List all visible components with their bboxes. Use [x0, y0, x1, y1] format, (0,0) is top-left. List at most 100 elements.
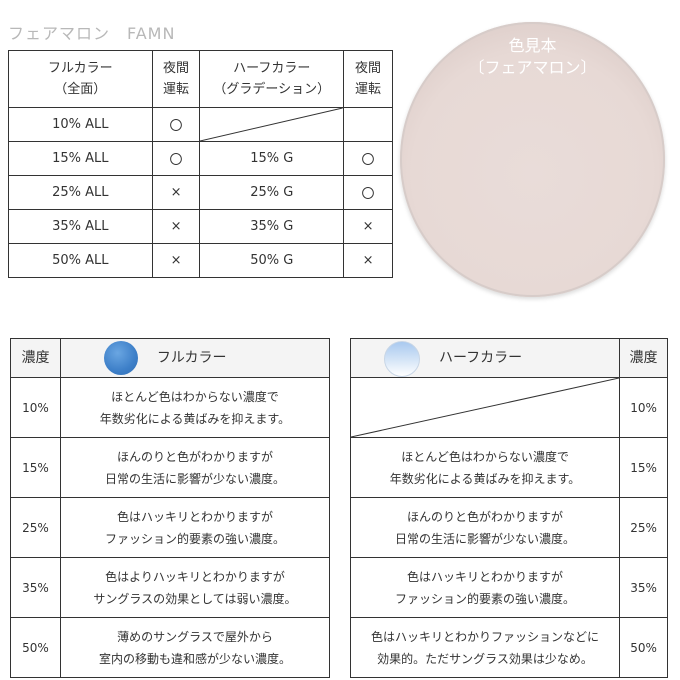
table-header-row: 濃度 フルカラー [10, 338, 331, 378]
header-sublabel: 運転 [355, 82, 382, 97]
description-line: サングラスの効果としては弱い濃度。 [93, 591, 297, 606]
diagonal-line [200, 108, 344, 141]
header-night-driving: 夜間 運転 [343, 50, 393, 108]
swatch-subtitle: 〔フェアマロン〕 [468, 58, 597, 77]
full-color-cell: 25% ALL [8, 175, 153, 210]
table-row: 35% ALL × 35% G × [8, 209, 393, 244]
half-color-cell: 15% G [199, 141, 345, 176]
full-color-cell: 15% ALL [8, 141, 153, 176]
header-label: フルカラー [156, 350, 227, 366]
table-row: 50% 薄めのサングラスで屋外から 室内の移動も違和感が少ない濃度。 [10, 617, 331, 678]
half-color-lens-icon [384, 341, 420, 377]
header-label: ハーフカラー [233, 61, 311, 76]
empty-diagonal-cell [199, 107, 345, 142]
concentration-header: 濃度 [619, 338, 668, 378]
description-line: 日常の生活に影響が少ない濃度。 [104, 471, 285, 486]
night-ng-mark: × [343, 209, 393, 244]
table-row: 25% ALL × 25% G 〇 [8, 175, 393, 210]
description-cell: 色はハッキリとわかりますが ファッション的要素の強い濃度。 [349, 557, 621, 618]
header-sublabel: （全面） [54, 82, 107, 97]
table-row: 10% [349, 377, 668, 438]
description-line: 色はハッキリとわかりますが [116, 509, 273, 524]
night-ok-mark: 〇 [343, 175, 393, 210]
night-ok-mark: 〇 [151, 107, 201, 142]
header-label: 夜間 [163, 61, 190, 76]
half-color-table: ハーフカラー 濃度 10% ほとんど色はわからない濃度で 年数劣化による黄ばみを抑… [349, 338, 668, 678]
table-row: 25% 色はハッキリとわかりますが ファッション的要素の強い濃度。 [10, 497, 331, 558]
night-ng-mark: × [343, 243, 393, 278]
night-ng-mark: × [151, 209, 201, 244]
description-cell: ほんのりと色がわかりますが 日常の生活に影響が少ない濃度。 [349, 497, 621, 558]
table-row: 10% ALL 〇 [8, 107, 393, 142]
header-full-color: フルカラー （全面） [8, 50, 153, 108]
description-line: 年数劣化による黄ばみを抑えます。 [99, 411, 291, 426]
header-label: ハーフカラー [439, 350, 523, 366]
description-cell: 薄めのサングラスで屋外から 室内の移動も違和感が少ない濃度。 [59, 617, 331, 678]
description-cell: 色はハッキリとわかりファッションなどに 効果的。ただサングラス効果は少なめ。 [349, 617, 621, 678]
half-color-cell: 50% G [199, 243, 345, 278]
empty-diagonal-cell [349, 377, 621, 438]
header-half-color: ハーフカラー （グラデーション） [199, 50, 345, 108]
concentration-cell: 10% [619, 377, 668, 438]
table-row: ほとんど色はわからない濃度で 年数劣化による黄ばみを抑えます。 15% [349, 437, 668, 498]
table-row: 50% ALL × 50% G × [8, 243, 393, 278]
table-header-row: ハーフカラー 濃度 [349, 338, 668, 378]
night-ok-mark: 〇 [343, 141, 393, 176]
full-color-cell: 50% ALL [8, 243, 153, 278]
table-row: 色はハッキリとわかりますが ファッション的要素の強い濃度。 35% [349, 557, 668, 618]
description-line: 年数劣化による黄ばみを抑えます。 [389, 471, 581, 486]
full-color-table: 濃度 フルカラー 10% ほとんど色はわからない濃度で 年数劣化による黄ばみを抑え… [10, 338, 331, 678]
description-line: ほんのりと色がわかりますが [116, 449, 273, 464]
table-row: 15% ALL 〇 15% G 〇 [8, 141, 393, 176]
concentration-cell: 35% [10, 557, 61, 618]
table-row: 15% ほんのりと色がわかりますが 日常の生活に影響が少ない濃度。 [10, 437, 331, 498]
concentration-cell: 10% [10, 377, 61, 438]
header-sublabel: （グラデーション） [213, 82, 331, 97]
full-color-cell: 35% ALL [8, 209, 153, 244]
concentration-cell: 50% [10, 617, 61, 678]
description-cell: 色はハッキリとわかりますが ファッション的要素の強い濃度。 [59, 497, 331, 558]
swatch-title: 色見本 [508, 36, 557, 55]
concentration-cell: 15% [10, 437, 61, 498]
night-ng-mark: × [151, 243, 201, 278]
description-cell: 色はよりハッキリとわかりますが サングラスの効果としては弱い濃度。 [59, 557, 331, 618]
header-night-driving: 夜間 運転 [151, 50, 201, 108]
night-ok-mark: 〇 [151, 141, 201, 176]
concentration-cell: 15% [619, 437, 668, 498]
description-line: ファッション的要素の強い濃度。 [104, 531, 285, 546]
color-swatch: 色見本 〔フェアマロン〕 [400, 22, 665, 297]
description-line: ほんのりと色がわかりますが [407, 509, 564, 524]
description-cell: ほとんど色はわからない濃度で 年数劣化による黄ばみを抑えます。 [59, 377, 331, 438]
description-line: 色はハッキリとわかりファッションなどに [371, 629, 600, 644]
header-sublabel: 運転 [163, 82, 190, 97]
description-line: 色はハッキリとわかりますが [407, 569, 564, 584]
half-color-cell: 25% G [199, 175, 345, 210]
half-color-header: ハーフカラー [349, 338, 621, 378]
description-line: ほとんど色はわからない濃度で [401, 449, 569, 464]
header-label: 夜間 [355, 61, 382, 76]
header-label: フルカラー [47, 61, 113, 76]
concentration-cell: 25% [619, 497, 668, 558]
table-header-row: フルカラー （全面） 夜間 運転 ハーフカラー （グラデーション） 夜間 運転 [8, 50, 393, 108]
table-row: ほんのりと色がわかりますが 日常の生活に影響が少ない濃度。 25% [349, 497, 668, 558]
concentration-cell: 50% [619, 617, 668, 678]
night-driving-table: フルカラー （全面） 夜間 運転 ハーフカラー （グラデーション） 夜間 運転 … [8, 50, 393, 278]
table-row: 色はハッキリとわかりファッションなどに 効果的。ただサングラス効果は少なめ。 50… [349, 617, 668, 678]
table-row: 35% 色はよりハッキリとわかりますが サングラスの効果としては弱い濃度。 [10, 557, 331, 618]
description-line: 日常の生活に影響が少ない濃度。 [395, 531, 576, 546]
page-title: フェアマロン FAMN [8, 24, 176, 43]
night-ng-mark: × [151, 175, 201, 210]
full-color-lens-icon [103, 341, 138, 375]
diagonal-line [351, 378, 620, 437]
half-color-cell: 35% G [199, 209, 345, 244]
full-color-cell: 10% ALL [8, 107, 153, 142]
description-line: 室内の移動も違和感が少ない濃度。 [98, 651, 291, 666]
table-row: 10% ほとんど色はわからない濃度で 年数劣化による黄ばみを抑えます。 [10, 377, 331, 438]
concentration-cell: 35% [619, 557, 668, 618]
concentration-header: 濃度 [10, 338, 61, 378]
description-line: ファッション的要素の強い濃度。 [395, 591, 576, 606]
description-cell: ほとんど色はわからない濃度で 年数劣化による黄ばみを抑えます。 [349, 437, 621, 498]
description-cell: ほんのりと色がわかりますが 日常の生活に影響が少ない濃度。 [59, 437, 331, 498]
empty-cell [343, 107, 393, 142]
description-line: 効果的。ただサングラス効果は少なめ。 [377, 651, 593, 666]
